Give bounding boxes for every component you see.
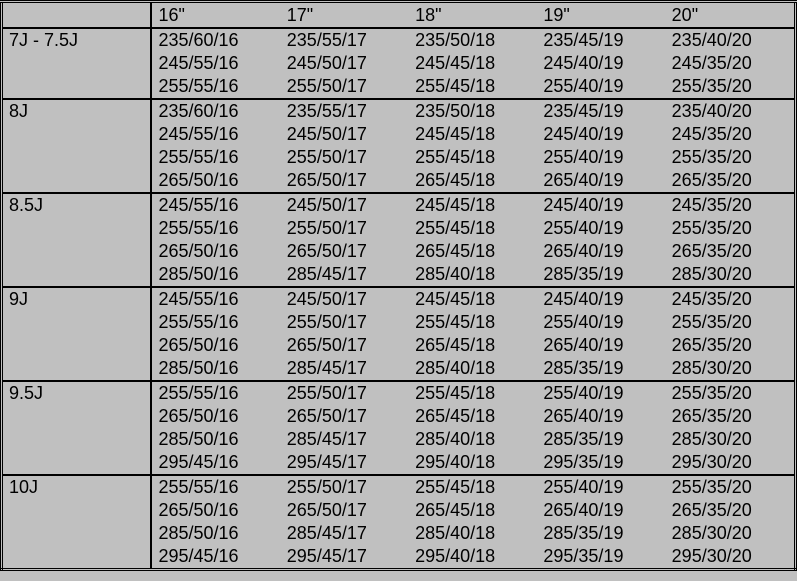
row-label: 9J [2, 287, 152, 381]
cell: 245/55/16 255/55/16 265/50/16 285/50/16 [151, 193, 280, 287]
row-label: 9.5J [2, 381, 152, 475]
table-header-19: 19" [537, 2, 665, 29]
cell: 245/45/18 255/45/18 265/45/18 285/40/18 [409, 193, 537, 287]
cell: 245/40/19 255/40/19 265/40/19 285/35/19 [537, 193, 665, 287]
row-label: 8J [2, 99, 152, 193]
table-header-20: 20" [666, 2, 796, 29]
cell: 235/55/17 245/50/17 255/50/17 265/50/17 [281, 99, 409, 193]
cell: 245/35/20 255/35/20 265/35/20 285/30/20 [666, 193, 796, 287]
row-label: 10J [2, 475, 152, 570]
table-row: 7J - 7.5J 235/60/16 245/55/16 255/55/16 … [2, 28, 796, 99]
tire-size-table: 16" 17" 18" 19" 20" 7J - 7.5J 235/60/16 … [0, 0, 797, 571]
cell: 235/40/20 245/35/20 255/35/20 [666, 28, 796, 99]
cell: 255/55/16 265/50/16 285/50/16 295/45/16 [151, 475, 280, 570]
cell: 245/55/16 255/55/16 265/50/16 285/50/16 [151, 287, 280, 381]
cell: 255/35/20 265/35/20 285/30/20 295/30/20 [666, 475, 796, 570]
cell: 255/50/17 265/50/17 285/45/17 295/45/17 [281, 475, 409, 570]
cell: 235/50/18 245/45/18 255/45/18 [409, 28, 537, 99]
table-header-blank [2, 2, 152, 29]
table-header-18: 18" [409, 2, 537, 29]
cell: 245/50/17 255/50/17 265/50/17 285/45/17 [281, 193, 409, 287]
table-row: 8J 235/60/16 245/55/16 255/55/16 265/50/… [2, 99, 796, 193]
cell: 255/45/18 265/45/18 285/40/18 295/40/18 [409, 381, 537, 475]
cell: 245/50/17 255/50/17 265/50/17 285/45/17 [281, 287, 409, 381]
cell: 255/40/19 265/40/19 285/35/19 295/35/19 [537, 475, 665, 570]
cell: 235/50/18 245/45/18 255/45/18 265/45/18 [409, 99, 537, 193]
cell: 255/40/19 265/40/19 285/35/19 295/35/19 [537, 381, 665, 475]
table-header-17: 17" [281, 2, 409, 29]
cell: 245/45/18 255/45/18 265/45/18 285/40/18 [409, 287, 537, 381]
table-row: 8.5J 245/55/16 255/55/16 265/50/16 285/5… [2, 193, 796, 287]
cell: 245/40/19 255/40/19 265/40/19 285/35/19 [537, 287, 665, 381]
cell: 235/45/19 245/40/19 255/40/19 [537, 28, 665, 99]
cell: 255/55/16 265/50/16 285/50/16 295/45/16 [151, 381, 280, 475]
cell: 235/60/16 245/55/16 255/55/16 265/50/16 [151, 99, 280, 193]
cell: 235/60/16 245/55/16 255/55/16 [151, 28, 280, 99]
cell: 255/35/20 265/35/20 285/30/20 295/30/20 [666, 381, 796, 475]
table-row: 9J 245/55/16 255/55/16 265/50/16 285/50/… [2, 287, 796, 381]
table-header-16: 16" [151, 2, 280, 29]
table-row: 10J 255/55/16 265/50/16 285/50/16 295/45… [2, 475, 796, 570]
cell: 235/40/20 245/35/20 255/35/20 265/35/20 [666, 99, 796, 193]
row-label: 7J - 7.5J [2, 28, 152, 99]
table-row: 9.5J 255/55/16 265/50/16 285/50/16 295/4… [2, 381, 796, 475]
cell: 235/45/19 245/40/19 255/40/19 265/40/19 [537, 99, 665, 193]
cell: 235/55/17 245/50/17 255/50/17 [281, 28, 409, 99]
cell: 245/35/20 255/35/20 265/35/20 285/30/20 [666, 287, 796, 381]
row-label: 8.5J [2, 193, 152, 287]
cell: 255/45/18 265/45/18 285/40/18 295/40/18 [409, 475, 537, 570]
cell: 255/50/17 265/50/17 285/45/17 295/45/17 [281, 381, 409, 475]
table-header-row: 16" 17" 18" 19" 20" [2, 2, 796, 29]
